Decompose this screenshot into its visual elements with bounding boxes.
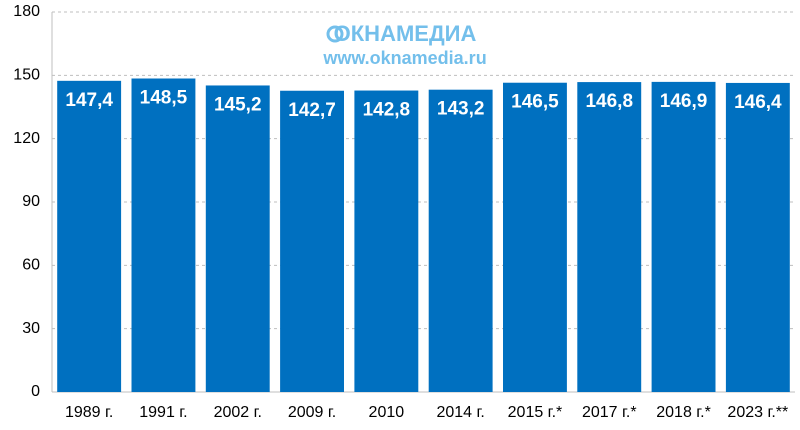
watermark-brand: ОКНАМЕДИА: [334, 21, 477, 46]
x-tick-label: 2010: [369, 404, 405, 421]
bar: [651, 81, 716, 392]
bar: [57, 80, 122, 393]
x-tick-label: 2018 г.*: [656, 404, 711, 421]
value-label: 145,2: [214, 94, 262, 115]
x-tick-label: 2014 г.: [436, 404, 484, 421]
bar: [428, 89, 493, 392]
logo-icon: [326, 25, 344, 43]
watermark: ОКНАМЕДИА www.oknamedia.ru: [322, 21, 486, 68]
bar: [354, 90, 419, 393]
y-tick-label: 60: [22, 257, 40, 274]
value-label: 148,5: [140, 88, 188, 109]
y-tick-label: 180: [13, 3, 40, 20]
bar: [131, 78, 196, 392]
bar: [503, 82, 567, 392]
y-tick-label: 30: [22, 320, 40, 337]
x-tick-label: 2009 г.: [288, 404, 336, 421]
bar: [577, 82, 642, 392]
x-tick-label: 2002 г.: [214, 404, 262, 421]
value-label: 147,4: [65, 90, 113, 111]
bar: [280, 90, 344, 392]
bar: [205, 85, 270, 392]
watermark-url: www.oknamedia.ru: [322, 48, 486, 68]
y-tick-label: 120: [13, 130, 40, 147]
y-tick-label: 90: [22, 193, 40, 210]
value-label: 142,8: [363, 100, 411, 121]
value-label: 142,7: [288, 100, 336, 121]
value-label: 146,8: [585, 91, 633, 112]
x-tick-label: 2015 г.*: [508, 404, 563, 421]
x-tick-label: 1991 г.: [139, 404, 187, 421]
value-label: 146,5: [511, 92, 559, 113]
value-label: 143,2: [437, 99, 485, 120]
value-label: 146,9: [660, 91, 708, 112]
plot: 0 30 60 90 120 150 180 1989 г. 147,4 1991 г. 148,5…: [13, 3, 795, 421]
y-tick-label: 0: [31, 383, 40, 400]
value-label: 146,4: [734, 92, 782, 113]
x-tick-label: 2023 г.**: [727, 404, 788, 421]
x-tick-label: 1989 г.: [65, 404, 113, 421]
y-tick-label: 150: [13, 67, 40, 84]
bar: [725, 82, 790, 392]
x-tick-label: 2017 г.*: [582, 404, 637, 421]
